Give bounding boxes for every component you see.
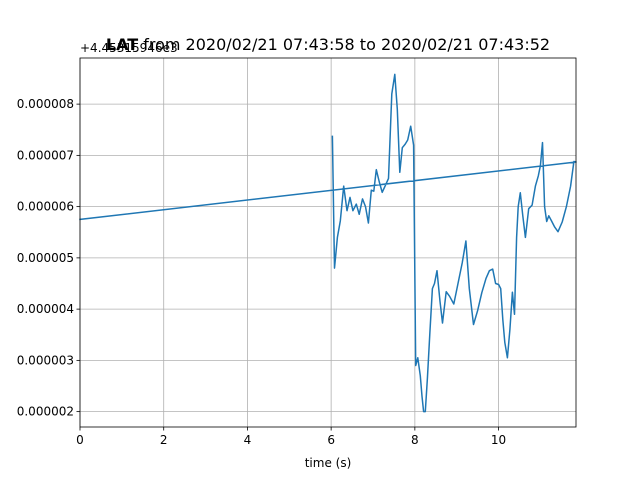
axis-ticks: 0 2 4 6 8 10 0.000002 0.000003 0.000004 0.000005 0… bbox=[17, 97, 506, 447]
y-offset-text: +4.45315946e3 bbox=[80, 41, 178, 55]
x-tick-label: 0 bbox=[76, 433, 84, 447]
y-tick-label: 0.000008 bbox=[17, 97, 74, 111]
x-tick-label: 2 bbox=[160, 433, 168, 447]
x-tick-label: 6 bbox=[327, 433, 335, 447]
x-tick-label: 8 bbox=[411, 433, 419, 447]
series-line bbox=[79, 73, 577, 413]
y-tick-label: 0.000006 bbox=[17, 200, 74, 214]
x-tick-label: 10 bbox=[491, 433, 506, 447]
plot-frame bbox=[79, 57, 577, 428]
chart-title: LAT from 2020/02/21 07:43:58 to 2020/02/… bbox=[106, 35, 550, 54]
x-tick-label: 4 bbox=[244, 433, 252, 447]
x-axis-label: time (s) bbox=[305, 456, 352, 470]
y-tick-label: 0.000003 bbox=[17, 353, 74, 367]
chart-title-rest: from 2020/02/21 07:43:58 to 2020/02/21 0… bbox=[138, 35, 550, 54]
y-tick-label: 0.000002 bbox=[17, 405, 74, 419]
y-tick-label: 0.000007 bbox=[17, 148, 74, 162]
y-tick-label: 0.000005 bbox=[17, 251, 74, 265]
series-layer bbox=[79, 73, 577, 413]
chart-title-bold: LAT bbox=[106, 35, 138, 54]
y-tick-label: 0.000004 bbox=[17, 302, 74, 316]
